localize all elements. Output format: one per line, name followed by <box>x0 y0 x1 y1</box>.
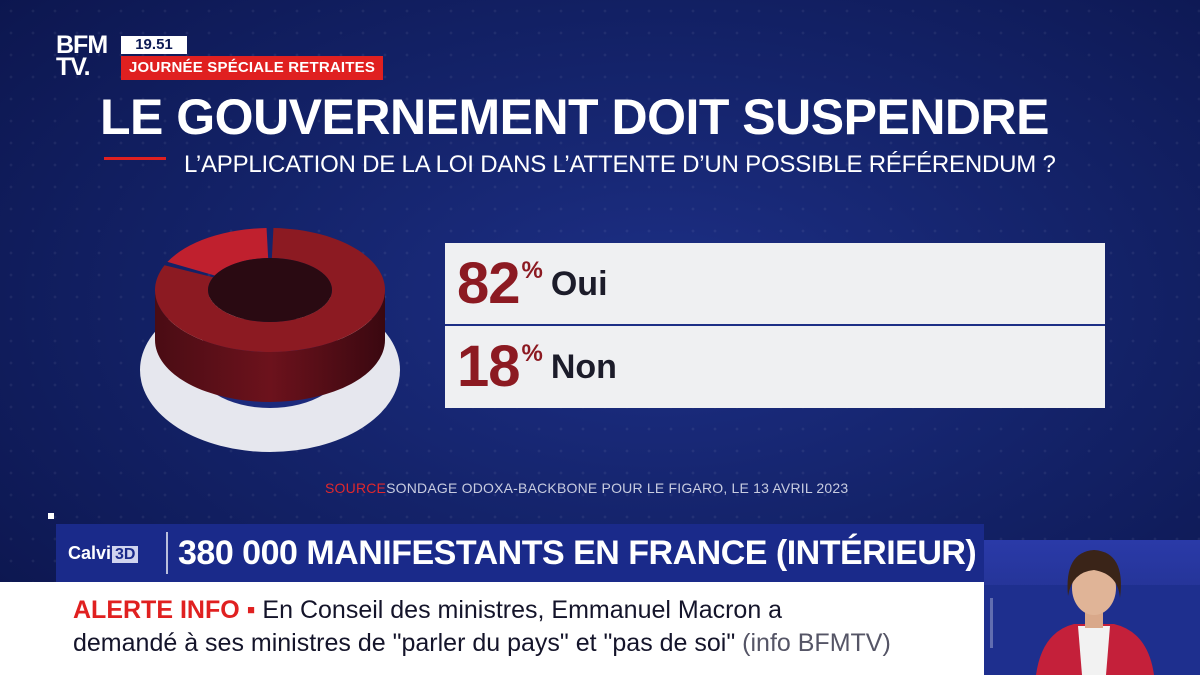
program-banner: JOURNÉE SPÉCIALE RETRAITES <box>121 56 384 80</box>
donut-hole <box>208 258 332 322</box>
ticker-headline: 380 000 MANIFESTANTS EN FRANCE (INTÉRIEU… <box>178 534 977 572</box>
alert-info-box: ALERTE INFO ▪ En Conseil des ministres, … <box>0 582 984 675</box>
answer-oui-label: Oui <box>550 264 608 303</box>
donut-side <box>155 290 385 402</box>
donut-chart <box>140 228 400 452</box>
answer-panel: 82 % Oui 18 % Non <box>445 243 1105 408</box>
logo-line-1: BFM <box>56 31 108 59</box>
logo-line-2: TV. <box>56 53 91 81</box>
presenter-inset <box>984 540 1200 675</box>
alert-label: ALERTE INFO ▪ <box>73 596 256 624</box>
show-brand-name: Calvi <box>68 543 112 563</box>
ticker-marker <box>48 513 54 519</box>
show-brand: Calvi 3D <box>64 540 142 566</box>
chart-title: LE GOUVERNEMENT DOIT SUSPENDRE <box>100 89 1050 145</box>
source-note: SOURCESONDAGE ODOXA-BACKBONE POUR LE FIG… <box>325 480 848 496</box>
answer-oui-value: 82 <box>457 251 521 316</box>
answer-oui-percent-sign: % <box>521 257 543 284</box>
alert-line-2: demandé à ses ministres de "parler du pa… <box>73 628 978 658</box>
bfmtv-logo: BFM TV. <box>56 31 118 81</box>
presenter-top <box>1078 626 1110 675</box>
chart-subtitle: L’APPLICATION DE LA LOI DANS L’ATTENTE D… <box>184 151 1056 178</box>
news-ticker: Calvi 3D 380 000 MANIFESTANTS EN FRANCE (… <box>56 524 984 582</box>
show-brand-suffix: 3D <box>112 546 139 563</box>
ticker-separator <box>166 532 168 574</box>
alert-source: (info BFMTV) <box>735 629 891 657</box>
source-text: SONDAGE ODOXA-BACKBONE POUR LE FIGARO, L… <box>386 480 849 496</box>
alert-text-2: demandé à ses ministres de "parler du pa… <box>73 629 736 657</box>
title-accent-line <box>104 157 166 160</box>
alert-line-1: ALERTE INFO ▪ En Conseil des ministres, … <box>73 595 978 625</box>
answer-row-non: 18 % Non <box>445 326 1105 408</box>
answer-row-oui: 82 % Oui <box>445 243 1105 325</box>
presenter-hair <box>1067 550 1121 598</box>
source-key: SOURCE <box>325 480 387 496</box>
answer-non-percent-sign: % <box>521 340 543 367</box>
clock: 19.51 <box>121 36 187 54</box>
inset-wall-graphic <box>990 598 1038 648</box>
donut-slice-oui <box>155 228 385 352</box>
answer-non-value: 18 <box>457 334 521 399</box>
donut-slice-non <box>167 228 269 276</box>
presenter-silhouette <box>1036 550 1154 675</box>
answer-non-label: Non <box>550 347 617 386</box>
answer-divider <box>445 324 1105 326</box>
alert-text-1: En Conseil des ministres, Emmanuel Macro… <box>255 596 783 624</box>
presenter-face <box>1072 561 1116 615</box>
